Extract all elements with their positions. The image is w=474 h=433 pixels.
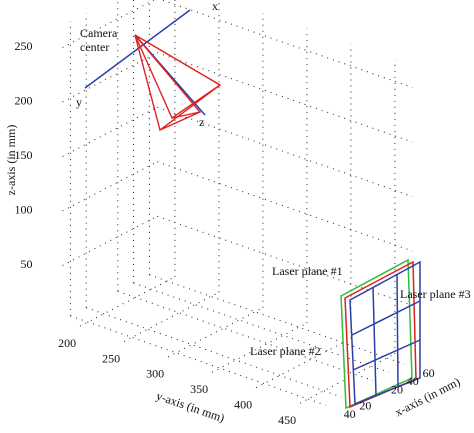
z-tick-label: 50 <box>21 257 33 271</box>
plane-3-grid <box>352 339 421 371</box>
grid-line <box>62 106 158 157</box>
camera-axis <box>84 9 191 89</box>
grid-line <box>160 0 413 89</box>
y-tick-label: 450 <box>278 413 296 427</box>
x-tick-label: 40 <box>407 374 419 388</box>
camera-axis-label: x <box>212 0 218 13</box>
x-tick-label: 60 <box>423 366 435 380</box>
y-tick-label: 350 <box>190 382 208 396</box>
camera-label: center <box>80 40 109 54</box>
grid-line <box>167 307 264 358</box>
grid-line <box>62 215 158 266</box>
y-tick-label: 400 <box>234 397 252 411</box>
camera-axis-label: y <box>76 95 82 109</box>
plane-label: Laser plane #1 <box>272 264 343 278</box>
grid-line <box>157 161 413 252</box>
grid-line <box>62 161 158 212</box>
z-tick-label: 250 <box>15 39 33 53</box>
x-tick-label: 20 <box>359 399 371 413</box>
grid-line <box>123 291 220 342</box>
z-tick-label: 150 <box>15 148 33 162</box>
camera-label: Camera <box>80 26 118 40</box>
plane-1 <box>340 258 413 410</box>
plane-3-grid <box>351 300 421 336</box>
y-tick-label: 300 <box>146 367 164 381</box>
camera-frustum <box>171 111 201 119</box>
y-tick-label: 200 <box>58 336 76 350</box>
camera-frustum <box>134 34 221 120</box>
x-tick-label: 20 <box>391 382 403 396</box>
z-axis-title: z-axis (in mm) <box>4 125 18 196</box>
x-axis-title: x-axis (in mm) <box>392 374 462 419</box>
grid-line <box>157 106 413 198</box>
plane-3-grid <box>372 286 377 396</box>
y-tick-label: 250 <box>102 351 120 365</box>
grid-line <box>157 215 413 307</box>
camera-frustum <box>134 34 222 132</box>
plane-label: Laser plane #3 <box>400 287 471 301</box>
camera-axis-label: z <box>199 115 204 129</box>
camera <box>84 9 222 132</box>
plane-label: Laser plane #2 <box>250 344 321 358</box>
plane-3-grid <box>396 273 399 387</box>
z-tick-label: 200 <box>15 94 33 108</box>
grid-line <box>157 52 413 143</box>
laser-planes <box>340 258 421 410</box>
z-tick-label: 100 <box>15 203 33 217</box>
x-tick-label: 40 <box>344 407 356 421</box>
grid-line <box>79 276 176 327</box>
